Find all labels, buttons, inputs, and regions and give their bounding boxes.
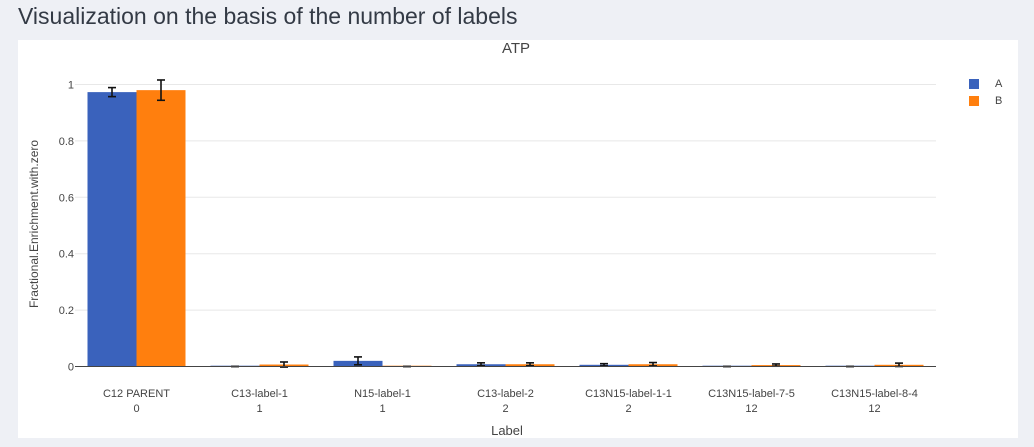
x-axis-title: Label — [491, 423, 523, 438]
y-tick-label: 0.2 — [59, 305, 74, 317]
bar-b-0 — [136, 90, 186, 367]
atp-bar-chart: 0 0.2 0.4 0.6 0.8 1 C12 PARENT 0 C13-label-1 1 N1… — [27, 40, 936, 438]
bar-a-0 — [87, 92, 137, 367]
y-tick-label: 0.4 — [59, 249, 74, 261]
x-tick-count: 12 — [745, 403, 757, 415]
x-tick-label: C13-label-2 — [477, 388, 534, 400]
chart-title: ATP — [502, 40, 530, 57]
x-tick-count: 12 — [868, 403, 880, 415]
x-tick-label: C13-label-1 — [231, 388, 288, 400]
x-tick-label: C12 PARENT — [103, 388, 170, 400]
legend-swatch-a — [969, 78, 979, 89]
y-axis-title: Fractional.Enrichment.with.zero — [27, 140, 41, 308]
legend-item-b[interactable]: B — [969, 92, 1002, 109]
y-tick-label: 1 — [68, 80, 74, 92]
page-title: Visualization on the basis of the number… — [18, 3, 518, 29]
bars — [87, 90, 924, 367]
x-tick-labels: C12 PARENT 0 C13-label-1 1 N15-label-1 1 C13-l… — [103, 388, 918, 415]
x-tick-count: 2 — [502, 403, 508, 415]
x-tick-label: C13N15-label-1-1 — [585, 388, 672, 400]
y-tick-label: 0.6 — [59, 192, 74, 204]
legend: A B — [969, 75, 1002, 109]
legend-label-b: B — [995, 94, 1003, 107]
x-tick-count: 2 — [625, 403, 631, 415]
gridlines — [75, 84, 936, 311]
x-tick-count: 1 — [256, 403, 262, 415]
error-bars — [108, 79, 903, 368]
y-tick-label: 0.8 — [59, 136, 74, 148]
x-tick-label: N15-label-1 — [354, 388, 411, 400]
legend-item-a[interactable]: A — [969, 75, 1002, 92]
y-tick-labels: 0 0.2 0.4 0.6 0.8 1 — [59, 80, 74, 374]
chart-panel: 0 0.2 0.4 0.6 0.8 1 C12 PARENT 0 C13-label-1 1 N1… — [18, 40, 1018, 438]
legend-swatch-b — [969, 95, 979, 106]
legend-label-a: A — [995, 77, 1003, 90]
y-tick-label: 0 — [68, 362, 74, 374]
x-tick-count: 1 — [379, 403, 385, 415]
x-tick-count: 0 — [133, 403, 139, 415]
x-tick-label: C13N15-label-8-4 — [831, 388, 918, 400]
x-tick-label: C13N15-label-7-5 — [708, 388, 795, 400]
